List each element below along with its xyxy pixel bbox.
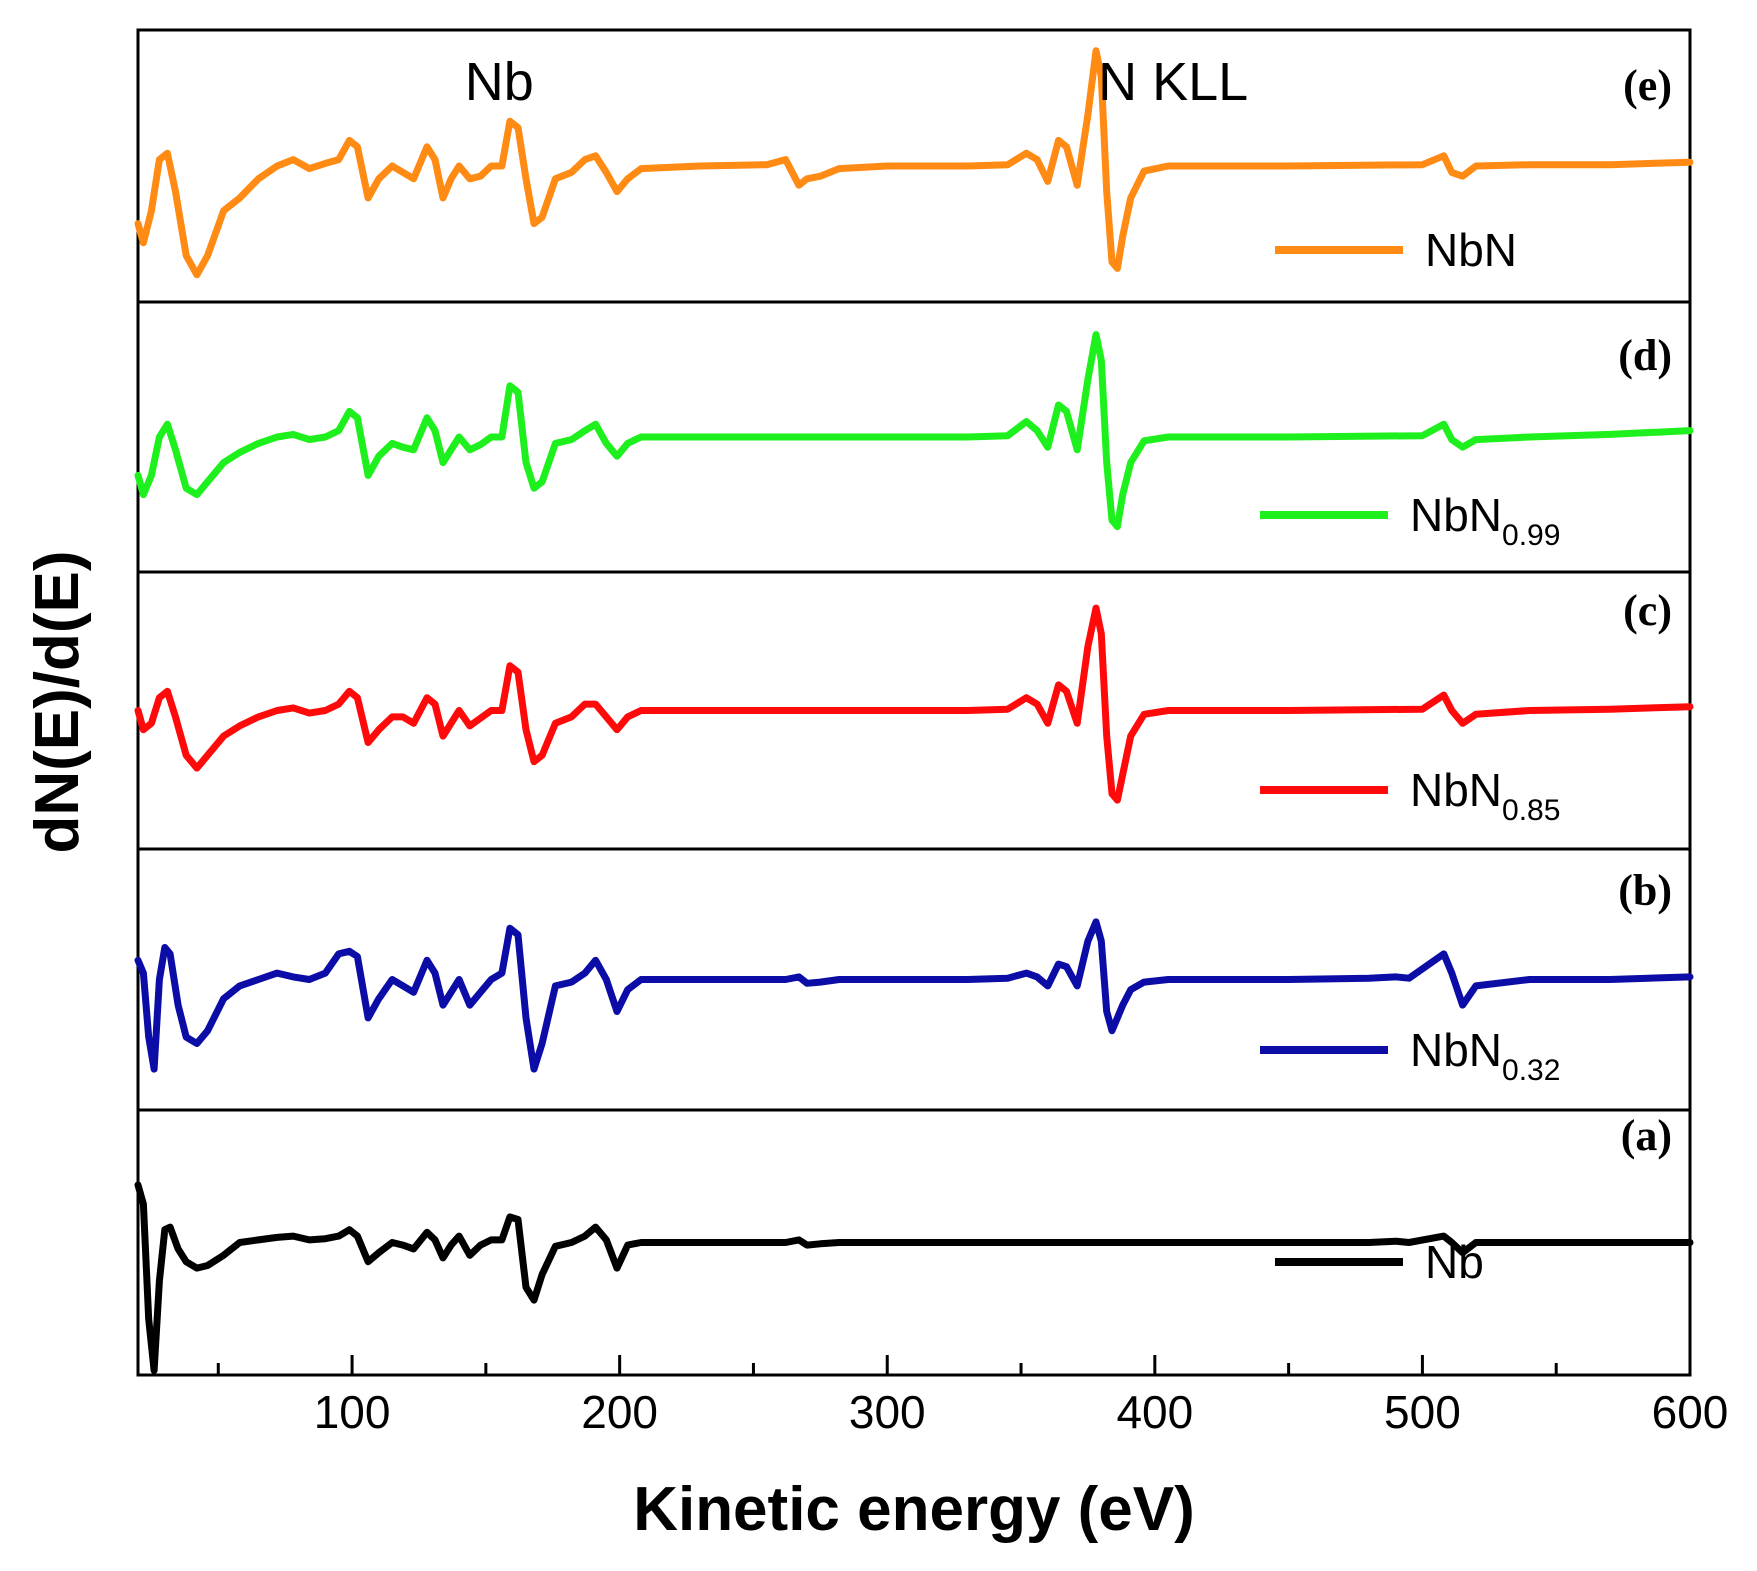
panel-label: (e) [1623,61,1672,110]
x-axis-ticks [216,1355,1558,1375]
panel-label: (a) [1621,1111,1672,1160]
panel-label: (c) [1623,586,1672,635]
panel-dividers [138,300,1690,1112]
annotation-label: Nb [465,52,534,112]
series-line-NbN0.85 [134,604,1694,804]
series-line-Nb [134,1181,1694,1374]
x-tick-label: 600 [1652,1386,1729,1438]
panel-label: (d) [1618,331,1672,380]
annotation-label: N KLL [1098,52,1248,112]
legends: NbN NbN0.99 NbN0.85 NbN0.32 Nb [1260,224,1560,1288]
legend-subscript: 0.99 [1502,519,1560,552]
x-tick-label: 500 [1384,1386,1461,1438]
legend-subscript: 0.32 [1502,1054,1560,1087]
y-axis-title: dN(E)/d(E) [23,550,92,853]
annotations: Nb N KLL [465,52,1248,112]
x-tick-label: 200 [581,1386,658,1438]
panel-label: (b) [1618,866,1672,915]
legend-label: Nb [1425,1236,1484,1288]
x-tick-label: 400 [1116,1386,1193,1438]
x-tick-labels: 100 200 300 400 500 600 [314,1386,1729,1438]
chart-frame [136,28,1692,1377]
series-line-NbN0.99 [134,331,1694,531]
legend-label: NbN0.32 [1410,1024,1560,1087]
panel-labels: (e) (d) (c) (b) (a) [1618,61,1672,1160]
legend-label: NbN0.85 [1410,764,1560,827]
x-tick-label: 100 [314,1386,391,1438]
x-axis-title: Kinetic energy (eV) [633,1475,1195,1544]
series-group [134,47,1694,1374]
series-line-NbN0.32 [134,918,1694,1073]
x-tick-label: 300 [849,1386,926,1438]
series-line-NbN [134,47,1694,279]
legend-label: NbN0.99 [1410,489,1560,552]
legend-label: NbN [1425,224,1517,276]
legend-subscript: 0.85 [1502,794,1560,827]
